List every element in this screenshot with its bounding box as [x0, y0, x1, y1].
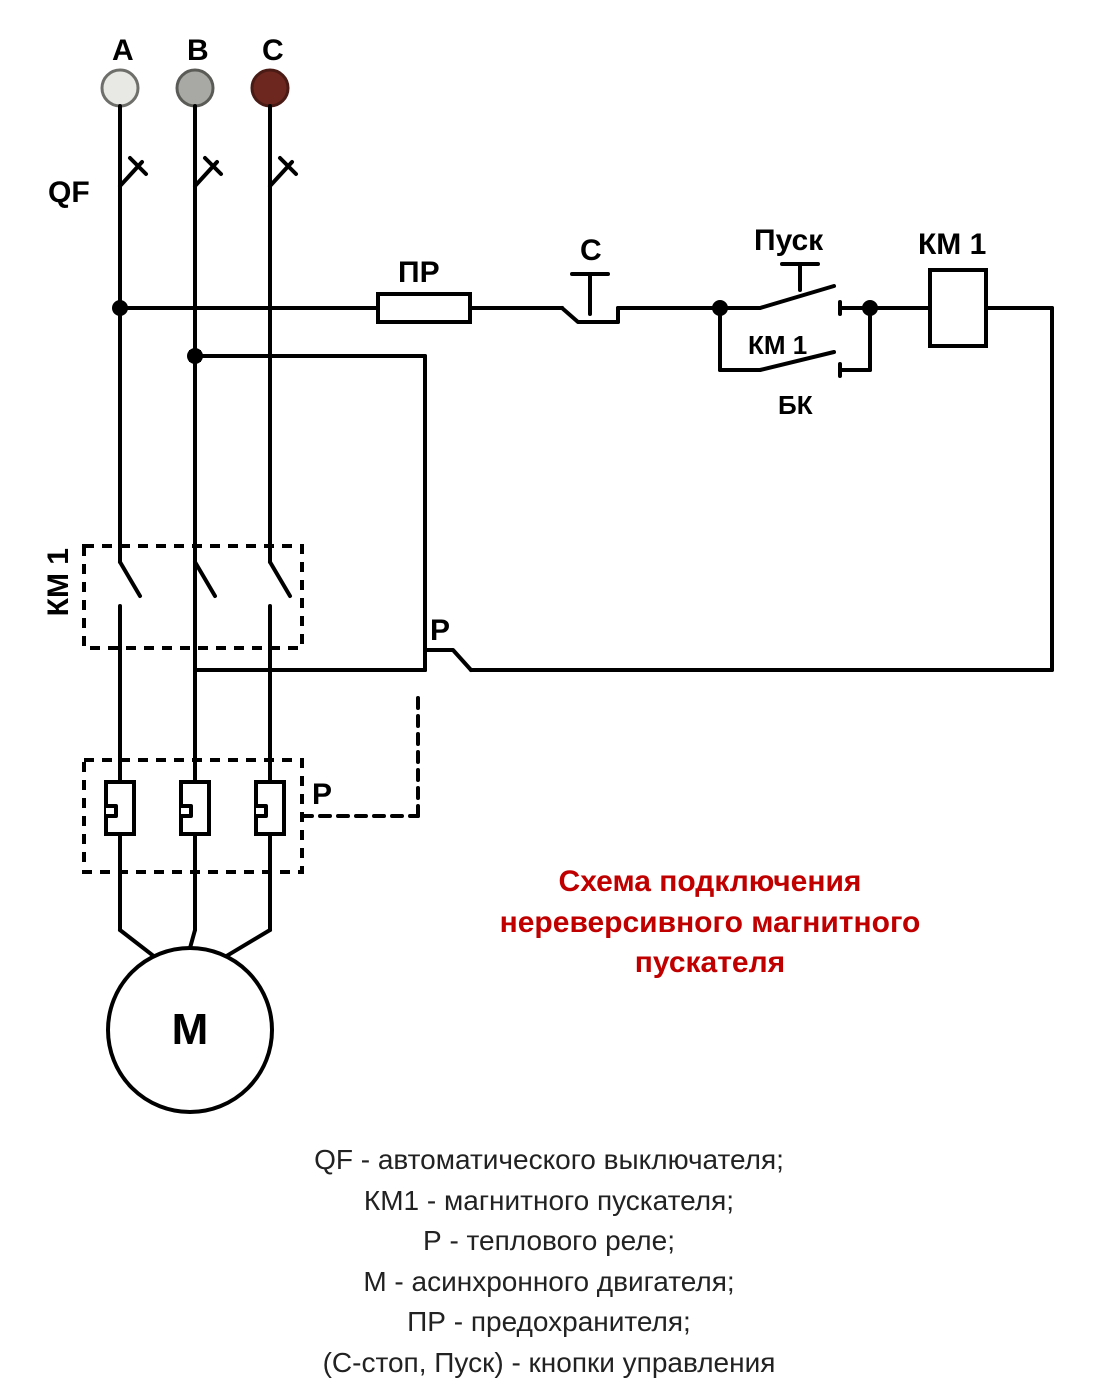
p-heater-label: Р: [312, 778, 332, 812]
km1-aux-label: КМ 1: [748, 330, 807, 361]
title-line-1: Схема подключения: [390, 862, 1030, 903]
km1-coil-label: КМ 1: [918, 228, 986, 262]
stop-c-label: С: [580, 234, 602, 268]
pr-label: ПР: [398, 256, 440, 290]
start-label: Пуск: [754, 224, 823, 258]
km1-contacts-label: КМ 1: [42, 548, 76, 616]
legend-line: QF - автоматического выключателя;: [0, 1140, 1098, 1181]
legend-line: ПР - предохранителя;: [0, 1302, 1098, 1343]
bk-label: БК: [778, 390, 813, 421]
phase-c-label: C: [262, 34, 284, 68]
title-line-2: нереверсивного магнитного: [390, 903, 1030, 944]
legend-line: (С-стоп, Пуск) - кнопки управления: [0, 1343, 1098, 1384]
diagram-title: Схема подключения нереверсивного магнитн…: [390, 862, 1030, 984]
legend-line: КМ1 - магнитного пускателя;: [0, 1181, 1098, 1222]
legend-line: Р - теплового реле;: [0, 1221, 1098, 1262]
p-relay-label: Р: [430, 614, 450, 648]
legend-line: М - асинхронного двигателя;: [0, 1262, 1098, 1303]
svg-text:M: M: [172, 1005, 209, 1054]
title-line-3: пускателя: [390, 943, 1030, 984]
qf-label: QF: [48, 176, 90, 210]
phase-a-label: A: [112, 34, 134, 68]
phase-b-label: B: [187, 34, 209, 68]
legend: QF - автоматического выключателя; КМ1 - …: [0, 1140, 1098, 1384]
